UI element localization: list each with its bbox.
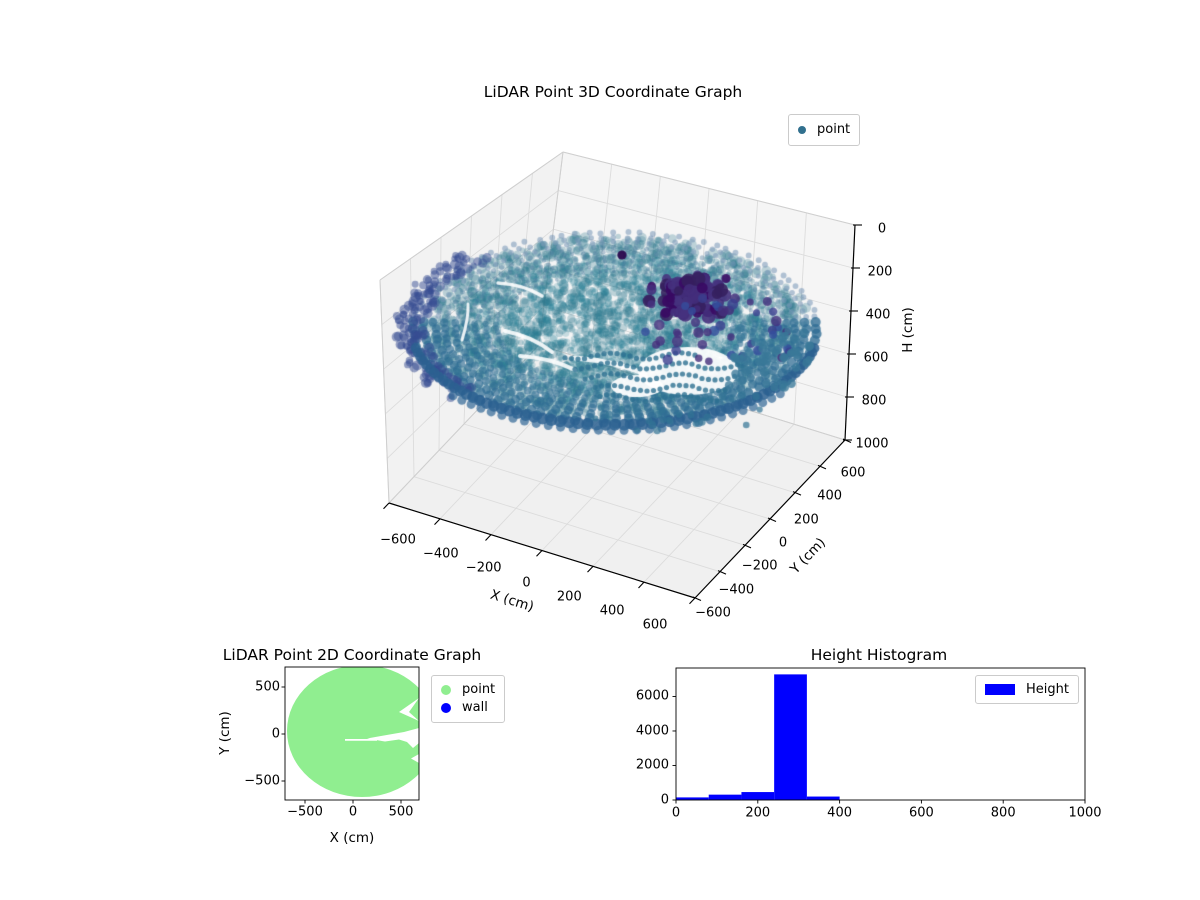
- plot3d-z-tick-label: 600: [863, 350, 889, 366]
- plot3d-title: LiDAR Point 3D Coordinate Graph: [483, 83, 743, 101]
- plot3d-y-tick-label: −600: [695, 605, 731, 621]
- histogram-x-tick-label: 0: [671, 805, 681, 821]
- plot3d-y-tick-label: 0: [778, 535, 788, 551]
- plot3d-ylabel: Y (cm): [787, 534, 829, 578]
- plot3d-x-tick-label: −600: [380, 532, 416, 548]
- plot2d-y-tick-label: 500: [255, 679, 280, 695]
- plot3d-x-tick-label: 0: [522, 575, 531, 590]
- plot3d-zlabel: H (cm): [900, 307, 916, 353]
- legend-marker-wall: [441, 703, 451, 713]
- plot2d-legend: point wall: [431, 675, 506, 723]
- histogram-bar: [708, 794, 742, 800]
- legend-label: wall: [462, 700, 488, 715]
- plot3d-x-tick-label: 600: [642, 617, 668, 633]
- plot2d-y-tick-label: 0: [271, 726, 280, 742]
- plot3d-x-tick-label: −200: [465, 560, 502, 576]
- histogram-y-tick-label: 0: [660, 792, 669, 808]
- histogram-bar: [741, 792, 775, 800]
- plot2d-y-tick-label: −500: [244, 773, 280, 789]
- plot3d-y-tick-label: −200: [741, 558, 778, 574]
- histogram-bar: [774, 674, 807, 800]
- histogram-y-tick-label: 4000: [635, 723, 669, 739]
- histogram-x-tick-label: 200: [745, 805, 771, 821]
- histogram-y-tick-label: 2000: [635, 757, 669, 773]
- histogram-legend: Height: [975, 675, 1079, 704]
- plot3d-y-tick-label: 200: [793, 512, 819, 528]
- plot3d-x-tick-label: 200: [556, 589, 582, 605]
- plot3d-z-tick-label: 1000: [855, 436, 889, 452]
- plot3d-z-tick-label: 0: [877, 221, 887, 237]
- legend-label: point: [817, 122, 851, 137]
- histogram-x-tick-label: 1000: [1068, 805, 1102, 821]
- plot2d-title: LiDAR Point 2D Coordinate Graph: [222, 646, 482, 664]
- histogram-x-tick-label: 400: [827, 805, 853, 821]
- plot2d-ylabel: Y (cm): [217, 711, 233, 755]
- legend-marker-point: [798, 126, 806, 134]
- plot3d-z-tick-label: 200: [867, 264, 893, 280]
- legend-label: Height: [1026, 681, 1069, 697]
- plot3d-y-tick-label: 600: [840, 465, 866, 481]
- plot3d-xlabel: X (cm): [488, 586, 536, 616]
- histogram-bar: [806, 796, 840, 800]
- histogram-title: Height Histogram: [810, 646, 948, 664]
- plot3d-legend: point: [788, 114, 861, 146]
- plot3d-x-tick-label: −400: [422, 546, 459, 562]
- legend-row: Height: [985, 682, 1069, 698]
- plot3d-y-tick-label: −400: [718, 582, 755, 598]
- plot2d-xlabel: X (cm): [329, 830, 375, 846]
- legend-label: point: [462, 682, 496, 697]
- plot3d-z-tick-label: 400: [865, 307, 891, 323]
- legend-row: wall: [441, 700, 495, 716]
- legend-row: point: [441, 682, 495, 698]
- histogram-x-tick-label: 800: [990, 805, 1016, 821]
- plot3d-y-tick-label: 400: [817, 488, 843, 504]
- plot3d-z-tick-label: 800: [861, 393, 887, 409]
- histogram-x-tick-label: 600: [908, 805, 934, 821]
- legend-row: point: [798, 122, 850, 138]
- histogram-bar: [676, 797, 709, 800]
- histogram-y-tick-label: 6000: [635, 688, 669, 704]
- plot2d-x-tick-label: −500: [287, 804, 323, 820]
- plot3d-x-tick-label: 400: [599, 603, 625, 619]
- legend-marker-point: [441, 685, 451, 695]
- legend-marker-Height: [985, 684, 1015, 695]
- plot2d-x-tick-label: 500: [388, 804, 414, 820]
- plot2d-x-tick-label: 0: [348, 804, 358, 820]
